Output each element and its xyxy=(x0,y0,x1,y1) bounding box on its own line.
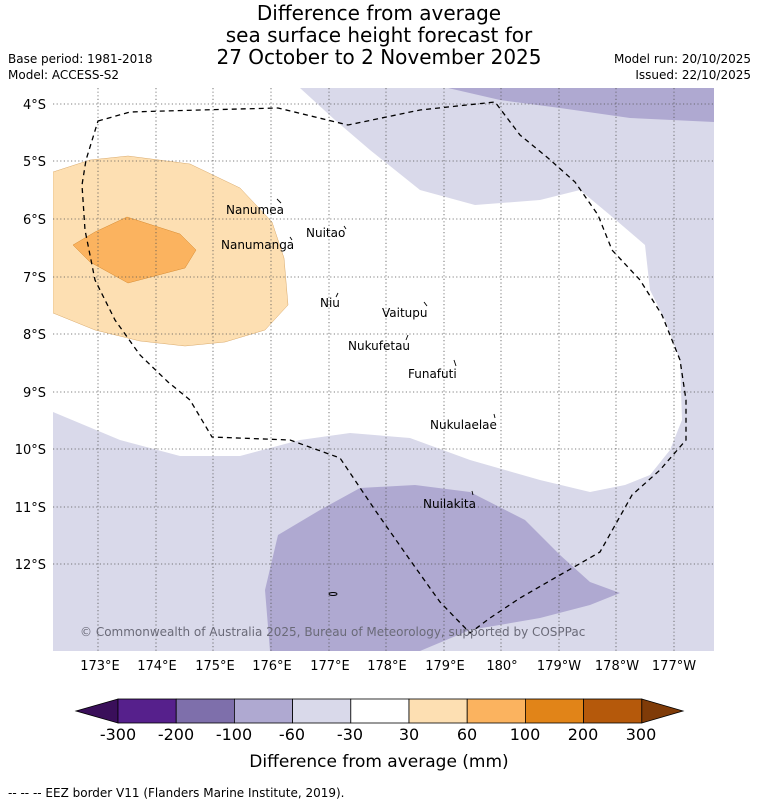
colorbar-segment xyxy=(350,698,410,724)
place-label: Nanumanga xyxy=(221,238,294,252)
model-run: Model run: 20/10/2025 xyxy=(613,52,751,66)
lat-label: 9°S xyxy=(23,386,46,401)
colorbar-segment xyxy=(175,698,235,724)
colorbar-extension-low xyxy=(74,698,119,724)
colorbar-tick-labels: -300 -200 -100 -60 -30 30 60 100 200 300 xyxy=(100,725,656,744)
colorbar-tick: 30 xyxy=(399,725,419,744)
place-label: Nukulaelae xyxy=(430,418,497,432)
place-labels: Nanumea Nuitao Nanumanga Niu Vaitupu Nuk… xyxy=(221,203,497,511)
colorbar-tick: -300 xyxy=(100,725,136,744)
colorbar-tick: 200 xyxy=(568,725,599,744)
latitude-labels: 4°S 5°S 6°S 7°S 8°S 9°S 10°S 11°S 12°S xyxy=(15,98,46,573)
place-label: Vaitupu xyxy=(382,306,428,320)
lat-label: 8°S xyxy=(23,328,46,343)
colorbar-segment xyxy=(233,698,293,724)
colorbar-tick: 300 xyxy=(626,725,657,744)
title-line-3: 27 October to 2 November 2025 xyxy=(216,45,542,69)
eez-border xyxy=(81,101,687,634)
colorbar-extension-high xyxy=(641,698,685,724)
lon-label: 179°E xyxy=(425,659,465,674)
lat-label: 6°S xyxy=(23,213,46,228)
colorbar-segment xyxy=(408,698,468,724)
lat-label: 10°S xyxy=(15,443,46,458)
place-label: Funafuti xyxy=(408,367,457,381)
lon-label: 178°E xyxy=(367,659,407,674)
base-period: Base period: 1981-2018 xyxy=(8,52,153,66)
lon-label: 177°W xyxy=(652,659,696,674)
lon-label: 180° xyxy=(486,659,517,674)
negative-zone-south xyxy=(265,485,620,651)
colorbar-segment xyxy=(525,698,585,724)
lat-label: 5°S xyxy=(23,155,46,170)
lat-label: 11°S xyxy=(15,501,46,516)
place-label: Niu xyxy=(320,296,340,310)
model-name: Model: ACCESS-S2 xyxy=(8,68,120,82)
colorbar-tick: -60 xyxy=(279,725,305,744)
anomaly-field xyxy=(53,88,714,651)
colorbar-tick: 60 xyxy=(457,725,477,744)
colorbar xyxy=(74,698,685,724)
colorbar-segment xyxy=(583,698,643,724)
lon-label: 173°E xyxy=(80,659,120,674)
place-label: Nuilakita xyxy=(423,497,476,511)
colorbar-tick: -200 xyxy=(158,725,194,744)
place-label: Nuitao xyxy=(306,226,345,240)
lat-label: 7°S xyxy=(23,271,46,286)
lon-label: 178°W xyxy=(595,659,639,674)
colorbar-tick: -100 xyxy=(216,725,252,744)
place-label: Nanumea xyxy=(226,203,284,217)
island-outlines xyxy=(276,198,496,596)
issued-date: Issued: 22/10/2025 xyxy=(635,68,751,82)
colorbar-segment xyxy=(117,698,177,724)
lon-label: 177°E xyxy=(310,659,350,674)
lon-label: 174°E xyxy=(137,659,177,674)
colorbar-tick: -30 xyxy=(337,725,363,744)
positive-zone-core xyxy=(72,216,197,284)
longitude-labels: 173°E 174°E 175°E 176°E 177°E 178°E 179°… xyxy=(80,659,696,674)
colorbar-segment xyxy=(466,698,526,724)
lon-label: 175°E xyxy=(195,659,235,674)
colorbar-label: Difference from average (mm) xyxy=(249,752,508,772)
place-label: Nukufetau xyxy=(348,339,410,353)
title-line-2: sea surface height forecast for xyxy=(225,23,533,47)
lon-label: 176°E xyxy=(252,659,292,674)
title-line-1: Difference from average xyxy=(256,1,502,25)
eez-legend-note: -- -- -- EEZ border V11 (Flanders Marine… xyxy=(8,786,345,800)
colorbar-segment xyxy=(292,698,352,724)
lon-label: 179°W xyxy=(537,659,581,674)
copyright-notice: © Commonwealth of Australia 2025, Bureau… xyxy=(80,625,585,639)
negative-zone-north xyxy=(448,88,714,122)
lat-label: 12°S xyxy=(15,558,46,573)
graticule xyxy=(53,88,714,651)
colorbar-tick: 100 xyxy=(510,725,541,744)
lat-label: 4°S xyxy=(23,98,46,113)
